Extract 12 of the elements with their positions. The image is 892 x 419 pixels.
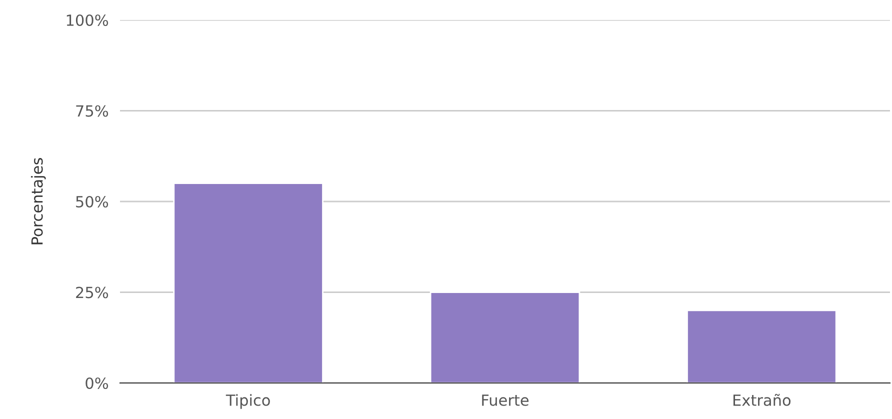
y-tick-label: 50%	[76, 196, 108, 208]
x-tick-label: Extraño	[733, 394, 791, 406]
y-tick-label: 0%	[86, 377, 108, 390]
y-tick-label: 25%	[76, 286, 108, 298]
bar	[686, 310, 837, 383]
y-tick-label: 100%	[66, 14, 108, 26]
bar	[430, 292, 580, 383]
bar	[173, 182, 324, 383]
y-tick-label: 75%	[76, 105, 108, 117]
x-tick-label: Tipico	[226, 394, 270, 409]
y-axis-title: Porcentajes	[30, 158, 46, 244]
x-tick-label: Fuerte	[482, 394, 529, 406]
